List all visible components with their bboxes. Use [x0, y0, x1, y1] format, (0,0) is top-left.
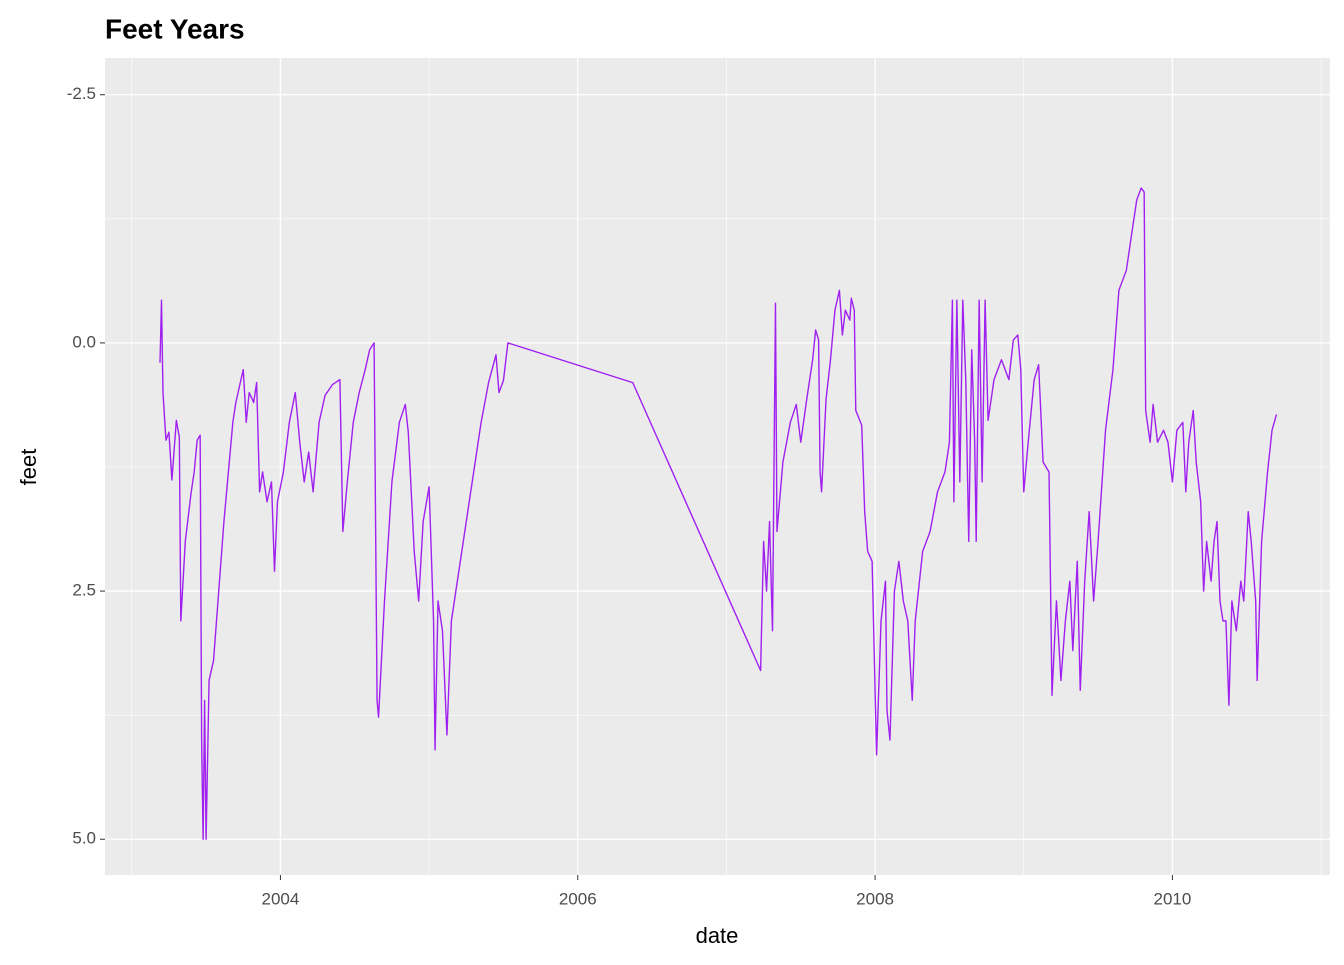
- y-tick-label: -2.5: [67, 84, 96, 103]
- x-tick-label: 2008: [856, 889, 894, 908]
- x-tick-label: 2010: [1154, 889, 1192, 908]
- y-tick-label: 5.0: [72, 829, 96, 848]
- panel: [105, 58, 1330, 875]
- y-tick-label: 0.0: [72, 332, 96, 351]
- x-axis-title: date: [696, 923, 739, 948]
- y-tick-label: 2.5: [72, 581, 96, 600]
- chart-title: Feet Years: [105, 13, 245, 44]
- data-line: [159, 187, 1278, 840]
- y-axis-title: feet: [16, 449, 41, 486]
- x-tick-label: 2004: [262, 889, 300, 908]
- x-tick-label: 2006: [559, 889, 597, 908]
